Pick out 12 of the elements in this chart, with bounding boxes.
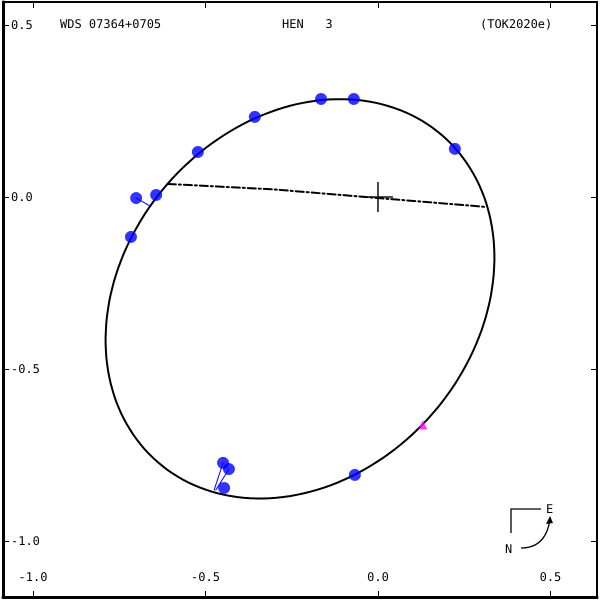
x-tick-label: 0.5 [540, 570, 562, 584]
y-tick-label: 0.5 [11, 18, 33, 32]
annotation: N [505, 542, 512, 556]
y-tick-label: -0.5 [11, 362, 40, 376]
annotation: HEN 3 [282, 17, 333, 31]
annotation: WDS 07364+0705 [60, 17, 162, 31]
y-tick-label: -1.0 [11, 534, 40, 548]
x-tick-label: -0.5 [191, 570, 220, 584]
y-tick-label: 0.0 [11, 190, 33, 204]
annotation: (TOK2020e) [480, 17, 552, 31]
annotation: E [546, 502, 554, 516]
x-tick-label: 0.0 [367, 570, 389, 584]
